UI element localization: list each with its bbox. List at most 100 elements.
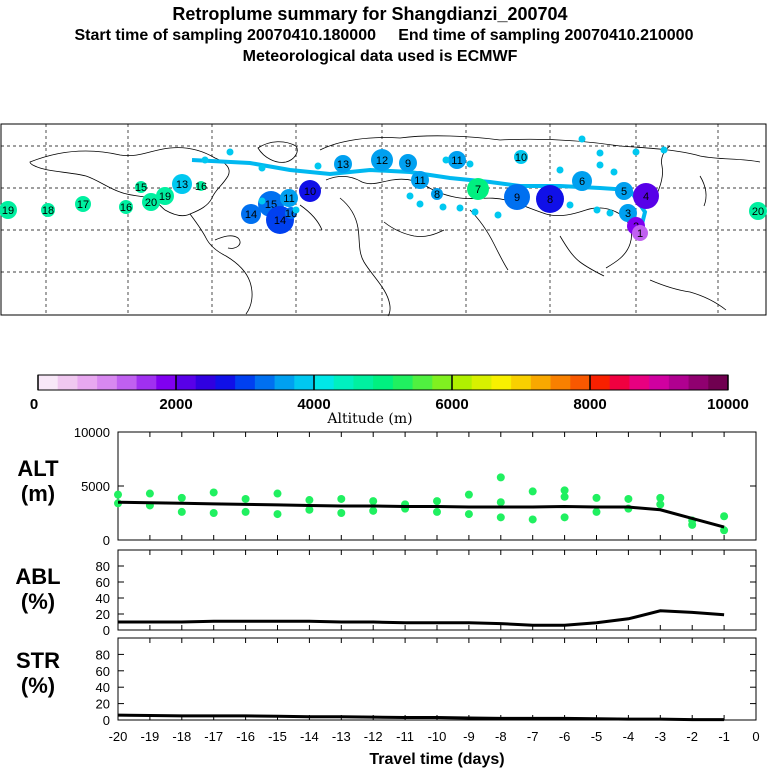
- map-point-label: 19: [159, 191, 171, 203]
- map-point-label: 20: [752, 206, 764, 218]
- x-axis-label: Travel time (days): [369, 751, 504, 768]
- map-minor-dot: [201, 156, 209, 164]
- y-tick-label: 40: [96, 591, 110, 606]
- colorbar-cells: [38, 375, 729, 390]
- y-tick-label: 0: [103, 623, 110, 638]
- altitude-point: [496, 513, 505, 522]
- map-minor-dot: [660, 146, 668, 154]
- altitude-point: [305, 496, 314, 505]
- altitude-point: [528, 487, 537, 496]
- altitude-point: [592, 493, 601, 502]
- map-minor-dot: [258, 197, 266, 205]
- panel-alt: 0 5000 10000: [74, 425, 757, 548]
- colorbar-cell: [176, 375, 197, 390]
- map-minor-dot: [456, 204, 464, 212]
- abl-panel-title: ABL: [15, 564, 60, 589]
- altitude-point: [114, 490, 122, 499]
- x-tick-label: -2: [686, 729, 698, 744]
- y-tick-label: 80: [96, 647, 110, 662]
- colorbar-cell: [294, 375, 315, 390]
- altitude-point: [560, 492, 569, 501]
- map-minor-dot: [566, 201, 574, 209]
- colorbar-cell: [530, 375, 552, 390]
- altitude-point: [273, 510, 282, 519]
- map-point-marker: [142, 193, 160, 211]
- x-tick-label: -4: [623, 729, 635, 744]
- panel-frame: [117, 431, 757, 541]
- map-point-label: 16: [195, 181, 207, 193]
- altitude-point: [145, 489, 154, 498]
- map-point-marker: [632, 225, 648, 241]
- colorbar-cell: [274, 375, 295, 390]
- altitude-point: [656, 500, 665, 509]
- colorbar-label: Altitude (m): [326, 411, 412, 427]
- colorbar-cell: [254, 375, 276, 390]
- colorbar-cell: [77, 375, 98, 390]
- map-point-marker: [41, 203, 55, 217]
- map-minor-dot: [596, 161, 604, 169]
- altitude-point: [496, 498, 505, 507]
- colorbar-tick-label: 8000: [573, 396, 606, 413]
- map-point-marker: [749, 202, 767, 220]
- map-point-label: 9: [405, 158, 411, 170]
- x-tick-label: -15: [268, 729, 287, 744]
- map-point-marker: [241, 204, 261, 224]
- colorbar-cell: [314, 375, 335, 390]
- altitude-point: [720, 512, 729, 521]
- map-point-marker: [536, 185, 564, 213]
- colorbar-cell: [708, 375, 729, 390]
- altitude-point: [528, 515, 537, 524]
- colorbar-tick-label: 2000: [159, 396, 192, 413]
- map-point-label: 18: [42, 205, 54, 217]
- colorbar-cell: [590, 375, 611, 390]
- map-point-label: 13: [337, 159, 349, 171]
- colorbar-tick-label: 0: [30, 396, 38, 413]
- map-point-marker: [119, 200, 133, 214]
- colorbar-cell: [609, 375, 630, 390]
- map-point-label: 10: [515, 152, 527, 164]
- map-minor-dot: [442, 156, 450, 164]
- alt-panel-title: ALT: [17, 456, 59, 481]
- map-point-marker: [371, 149, 393, 171]
- map-point-marker: [299, 180, 321, 202]
- y-tick-label: 10000: [74, 425, 110, 440]
- map-point-label: 9: [514, 192, 520, 204]
- colorbar-cell: [432, 375, 453, 390]
- x-tick-label: -6: [559, 729, 571, 744]
- map-minor-dot: [466, 160, 474, 168]
- altitude-point: [177, 493, 186, 502]
- map-minor-dot: [593, 206, 601, 214]
- str-panel-units: (%): [21, 673, 55, 698]
- series-line: [118, 609, 725, 627]
- map-point-label: 6: [579, 176, 585, 188]
- x-tick-label: -7: [527, 729, 539, 744]
- map-point-label: 11: [283, 193, 294, 205]
- map-point-label: 15: [135, 182, 147, 194]
- altitude-point: [337, 494, 346, 503]
- map-point-label: 1: [637, 228, 643, 240]
- map-minor-dot: [556, 166, 564, 174]
- x-tick-label: -13: [332, 729, 351, 744]
- x-tick-label: -17: [204, 729, 223, 744]
- alt-panel-units: (m): [21, 481, 55, 506]
- colorbar-ticks: 0 2000 4000 6000 8000 10000: [30, 375, 749, 413]
- colorbar-cell: [491, 375, 512, 390]
- panel-frame: [117, 549, 757, 631]
- map-point-label: 7: [475, 184, 481, 196]
- map-point-label: 5: [621, 186, 627, 198]
- map-point-label: 20: [145, 197, 157, 209]
- map-point-label: 11: [451, 155, 462, 167]
- x-tick-label: -11: [396, 729, 414, 744]
- altitude-point: [720, 526, 729, 535]
- map-point-label: 13: [176, 179, 188, 191]
- str-panel-title: STR: [16, 648, 60, 673]
- map-minor-dot: [258, 164, 266, 172]
- map-point-label: 8: [434, 189, 440, 201]
- colorbar-tick-label: 10000: [707, 396, 749, 413]
- x-tick-label: -18: [172, 729, 191, 744]
- x-tick-label: -8: [495, 729, 507, 744]
- map-point-label: 3: [625, 208, 631, 220]
